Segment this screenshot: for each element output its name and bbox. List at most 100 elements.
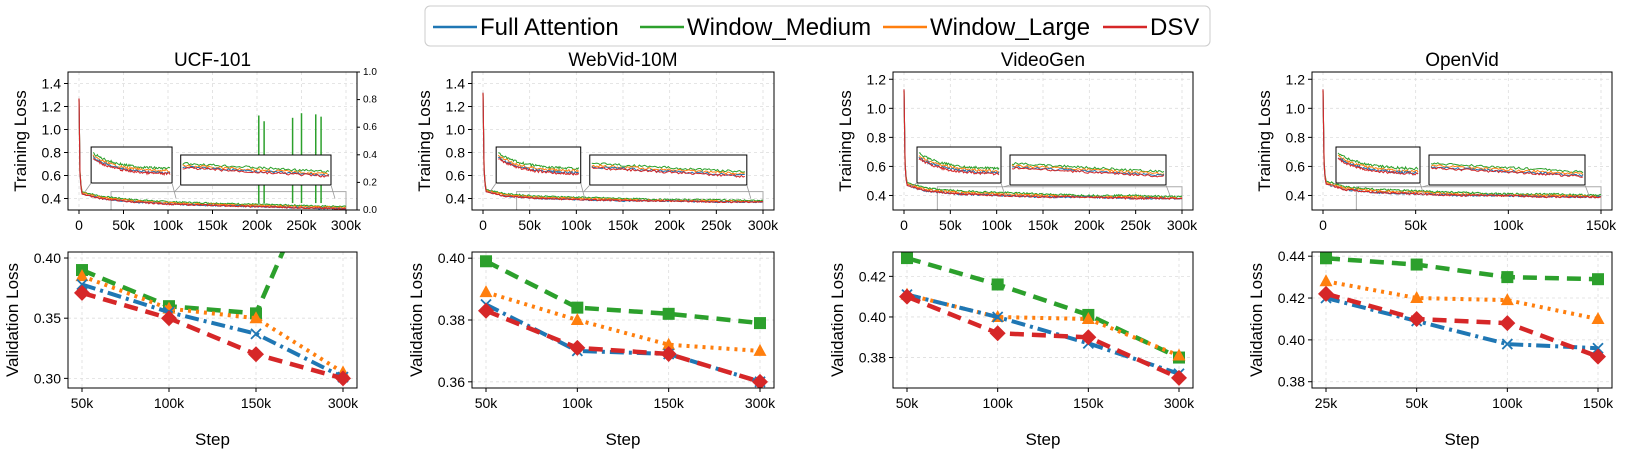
marker-window-large	[753, 343, 767, 356]
inset-curve-window-medium	[1337, 152, 1419, 171]
validation-panel-ucf-101: 0.30 0.35 0.40 50k 100k 150k 300k Step Validatio…	[3, 250, 359, 449]
panel-title: OpenVid	[1425, 50, 1499, 71]
x-tick-label: 300k	[1164, 395, 1195, 411]
inset-curve-dsv	[591, 166, 745, 178]
marker-window-medium	[571, 301, 584, 314]
marker-dsv	[752, 373, 768, 388]
marker-window-large	[1500, 293, 1514, 306]
marker-full-attention	[250, 328, 262, 340]
x-tick-label: 50k	[1405, 395, 1429, 411]
y-tick-label: 1.0	[446, 122, 466, 138]
marker-window-medium	[662, 307, 675, 320]
x-axis-label: Step	[1445, 430, 1480, 449]
validation-panel-webvid-10m: 0.36 0.38 0.40 50k 100k 150k 300k Step Validatio…	[407, 250, 776, 449]
marker-window-large	[570, 313, 584, 325]
plot-frame	[67, 71, 358, 211]
inset-curve-window-medium	[918, 152, 1000, 171]
series-line-window-large	[1325, 279, 1599, 321]
validation-panel-videogen: 0.38 0.40 0.42 50k 100k 150k 300k Step Validatio…	[828, 251, 1195, 449]
legend-frame	[424, 5, 1211, 47]
series-line-dsv	[81, 290, 344, 381]
inset-connector	[746, 184, 752, 199]
x-tick-label: 100k	[153, 217, 184, 233]
y-tick-label: 0.42	[859, 268, 886, 284]
inset-curve-window-large	[1430, 164, 1584, 176]
marker-window-large	[1591, 311, 1605, 324]
x-tick-label: 300k	[745, 395, 776, 411]
panel-title: UCF-101	[174, 50, 251, 71]
marker-full-attention	[76, 278, 88, 291]
series-line-window-medium	[81, 252, 286, 316]
y-tick-label: 0.8	[1286, 129, 1306, 145]
y-tick-label: 0.40	[34, 250, 61, 266]
series-window-large	[1319, 274, 1605, 324]
series-line-full-attention	[906, 292, 1180, 376]
y-tick-label: 0.38	[859, 350, 886, 366]
y-axis-label: Validation Loss	[407, 263, 426, 377]
x-tick-label: 150k	[653, 395, 684, 411]
marker-dsv	[569, 339, 586, 356]
y-axis-label: Validation Loss	[3, 263, 22, 377]
plot-frame	[67, 251, 358, 389]
y-tick-label: 0.36	[438, 374, 465, 390]
inset-connector	[84, 182, 92, 192]
secondary-y-tick-label: 0.6	[363, 122, 377, 133]
marker-window-medium	[1410, 258, 1423, 271]
series-dsv	[74, 284, 351, 387]
x-tick-label: 50k	[475, 395, 499, 411]
y-tick-label: 0.4	[446, 191, 466, 207]
y-axis-label: Training Loss	[836, 90, 855, 191]
marker-window-large	[1410, 291, 1424, 304]
secondary-y-tick-label: 1.0	[363, 67, 377, 78]
y-tick-label: 0.40	[1278, 332, 1305, 348]
inset-curve-dsv	[182, 166, 330, 178]
training-curve-dsv	[78, 98, 346, 210]
series-line-window-large	[485, 290, 761, 353]
x-tick-label: 150k	[1028, 217, 1059, 233]
series-window-medium	[1320, 252, 1604, 286]
inset-connector	[1003, 184, 1011, 188]
series-line-dsv	[906, 294, 1180, 380]
inset-curve-window-large	[591, 164, 745, 175]
inset-connector	[174, 184, 182, 192]
x-tick-label: 250k	[1120, 217, 1151, 233]
y-tick-label: 0.4	[42, 191, 62, 207]
inset-curve-window-medium	[591, 162, 745, 173]
inset-curve-full-attention	[92, 156, 171, 175]
y-tick-label: 0.6	[42, 168, 62, 184]
zoom-inset-1	[1329, 146, 1425, 196]
inset-connector	[1165, 184, 1171, 196]
y-tick-label: 1.2	[1286, 71, 1306, 87]
x-tick-label: 0	[900, 217, 908, 233]
y-axis-label: Training Loss	[1255, 90, 1274, 191]
y-tick-label: 1.0	[42, 122, 62, 138]
marker-window-large	[1172, 348, 1186, 361]
plot-frame	[471, 71, 775, 211]
marker-dsv	[335, 370, 351, 387]
series-line-window-large	[906, 292, 1180, 358]
inset-connector	[1422, 184, 1430, 188]
x-tick-label: 50k	[896, 395, 920, 411]
x-tick-label: 100k	[154, 395, 185, 411]
x-tick-label: 50k	[71, 395, 95, 411]
inset-connector	[171, 182, 177, 199]
x-tick-label: 150k	[608, 217, 639, 233]
legend-item-dsv: DSV	[1103, 14, 1199, 41]
secondary-y-tick-label: 0.4	[363, 150, 377, 161]
x-tick-label: 50k	[518, 217, 542, 233]
series-window-large	[479, 285, 767, 356]
panel-title: VideoGen	[1001, 50, 1085, 71]
marker-dsv	[1499, 315, 1516, 332]
marker-window-medium	[901, 252, 913, 265]
training-curve-window-medium	[482, 93, 764, 203]
chart-panels: UCF-101 0.4 0.6 0.8 1.0 1.2 1.4 0 50k 100k 150k 200…	[3, 50, 1617, 449]
y-tick-label: 0.38	[438, 312, 465, 328]
x-axis-label: Step	[1026, 430, 1061, 449]
series-full-attention	[76, 278, 349, 383]
y-axis-label: Validation Loss	[828, 263, 847, 377]
series-full-attention	[480, 298, 766, 388]
marker-dsv	[478, 302, 494, 319]
marker-window-medium	[1592, 273, 1604, 286]
inset-connector	[1329, 182, 1337, 188]
series-dsv	[478, 302, 768, 388]
